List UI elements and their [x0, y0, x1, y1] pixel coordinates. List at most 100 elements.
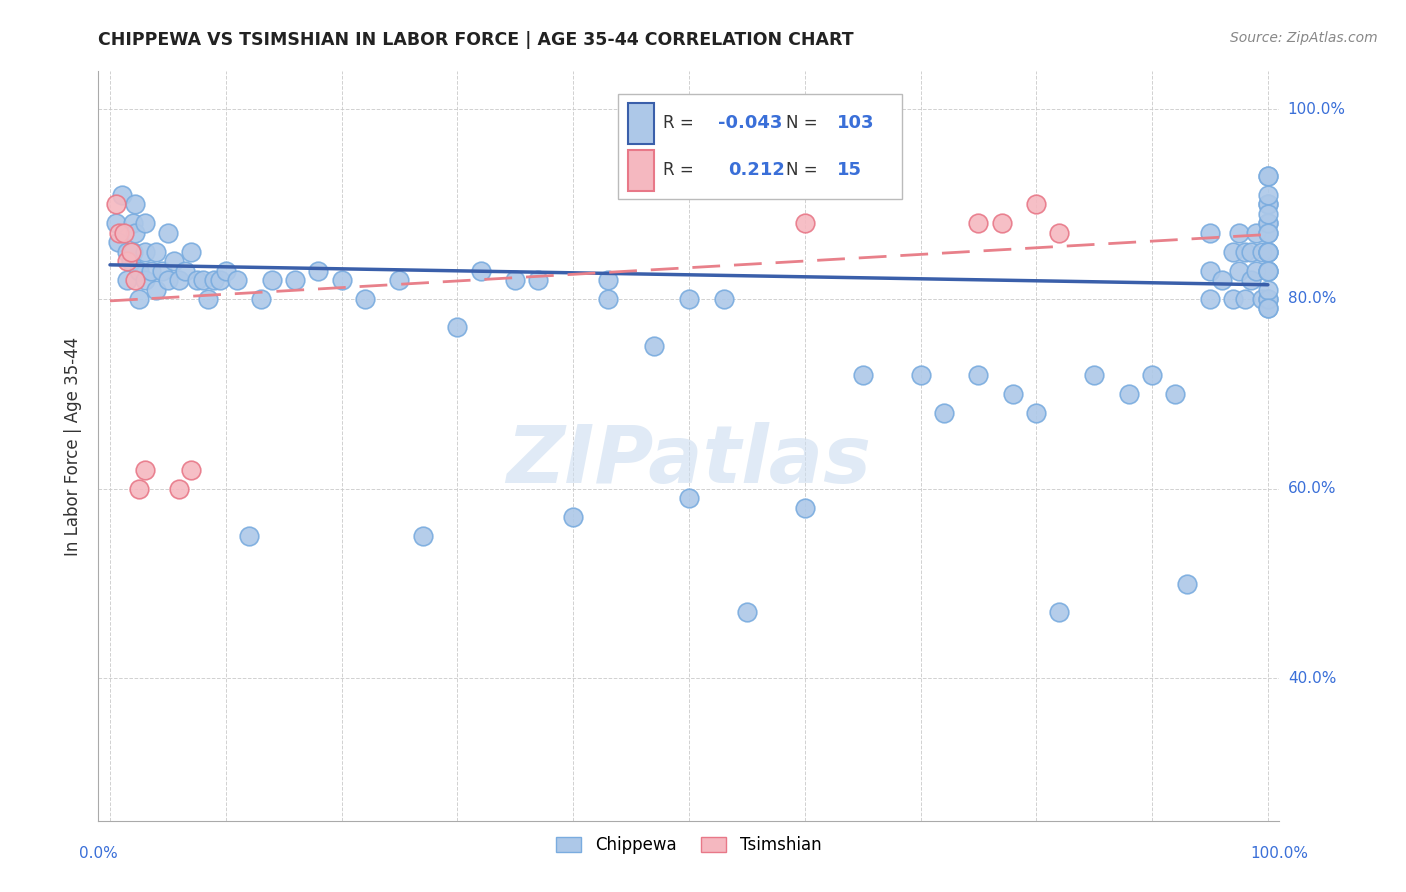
- Point: [1246, 226, 1268, 240]
- Point: [1257, 197, 1279, 211]
- Point: [1025, 406, 1047, 420]
- Point: [128, 263, 150, 277]
- Text: 40.0%: 40.0%: [1288, 671, 1336, 686]
- Point: [122, 244, 145, 259]
- Point: [713, 292, 735, 306]
- Point: [562, 510, 585, 524]
- Point: [124, 273, 146, 287]
- Point: [124, 197, 146, 211]
- Point: [156, 226, 179, 240]
- Point: [134, 216, 156, 230]
- Point: [1002, 387, 1025, 401]
- Point: [110, 187, 132, 202]
- Point: [145, 244, 167, 259]
- Point: [128, 292, 150, 306]
- Point: [1257, 216, 1279, 230]
- Text: 15: 15: [837, 161, 862, 179]
- Text: R =: R =: [664, 114, 699, 132]
- Point: [1222, 244, 1244, 259]
- Point: [208, 273, 231, 287]
- Point: [932, 406, 955, 420]
- Point: [596, 292, 619, 306]
- Point: [1257, 244, 1279, 259]
- Bar: [627, 103, 654, 144]
- Point: [169, 482, 191, 496]
- Point: [1257, 301, 1279, 316]
- Point: [134, 463, 156, 477]
- Point: [1257, 169, 1279, 183]
- Point: [1140, 368, 1163, 382]
- Text: -0.043: -0.043: [718, 114, 783, 132]
- Text: R =: R =: [664, 161, 704, 179]
- Point: [412, 529, 434, 543]
- Point: [1257, 263, 1279, 277]
- Text: 100.0%: 100.0%: [1288, 102, 1346, 117]
- Text: 0.0%: 0.0%: [79, 846, 118, 861]
- Point: [150, 263, 173, 277]
- Point: [1083, 368, 1105, 382]
- Point: [1025, 197, 1047, 211]
- Point: [1211, 273, 1233, 287]
- Legend: Chippewa, Tsimshian: Chippewa, Tsimshian: [550, 830, 828, 861]
- Point: [643, 339, 665, 353]
- Point: [967, 216, 990, 230]
- Point: [163, 254, 186, 268]
- Point: [284, 273, 307, 287]
- Point: [1164, 387, 1187, 401]
- Text: ZIPatlas: ZIPatlas: [506, 422, 872, 500]
- Text: N =: N =: [786, 114, 823, 132]
- Point: [990, 216, 1012, 230]
- Point: [388, 273, 411, 287]
- Point: [262, 273, 284, 287]
- Point: [330, 273, 353, 287]
- Point: [1257, 283, 1279, 297]
- Text: Source: ZipAtlas.com: Source: ZipAtlas.com: [1230, 31, 1378, 45]
- Point: [1227, 263, 1250, 277]
- Point: [967, 368, 990, 382]
- Point: [1257, 292, 1279, 306]
- Point: [678, 292, 700, 306]
- Point: [1257, 226, 1279, 240]
- Text: 0.212: 0.212: [728, 161, 785, 179]
- Point: [117, 244, 139, 259]
- Text: 60.0%: 60.0%: [1288, 481, 1336, 496]
- Point: [1257, 226, 1279, 240]
- Point: [112, 226, 135, 240]
- Point: [117, 273, 139, 287]
- Point: [226, 273, 249, 287]
- Point: [1251, 244, 1274, 259]
- Point: [139, 263, 162, 277]
- Point: [156, 273, 179, 287]
- Point: [353, 292, 375, 306]
- Point: [596, 273, 619, 287]
- Point: [107, 235, 129, 249]
- Point: [735, 605, 758, 619]
- Point: [1257, 187, 1279, 202]
- Point: [1222, 292, 1244, 306]
- Point: [174, 263, 197, 277]
- Point: [1257, 206, 1279, 220]
- Point: [145, 283, 167, 297]
- Point: [1239, 244, 1261, 259]
- Point: [1257, 216, 1279, 230]
- Point: [215, 263, 238, 277]
- Point: [1233, 292, 1256, 306]
- Point: [122, 216, 145, 230]
- Point: [1257, 244, 1279, 259]
- Point: [793, 500, 815, 515]
- Text: 103: 103: [837, 114, 875, 132]
- Point: [1257, 263, 1279, 277]
- Point: [1118, 387, 1140, 401]
- Point: [1199, 292, 1222, 306]
- Point: [910, 368, 932, 382]
- Point: [1049, 605, 1071, 619]
- Point: [238, 529, 260, 543]
- Point: [307, 263, 329, 277]
- Point: [1257, 244, 1279, 259]
- Y-axis label: In Labor Force | Age 35-44: In Labor Force | Age 35-44: [65, 336, 83, 556]
- Point: [793, 216, 815, 230]
- Point: [180, 463, 202, 477]
- Point: [1239, 273, 1261, 287]
- Point: [120, 244, 142, 259]
- Text: 80.0%: 80.0%: [1288, 292, 1336, 307]
